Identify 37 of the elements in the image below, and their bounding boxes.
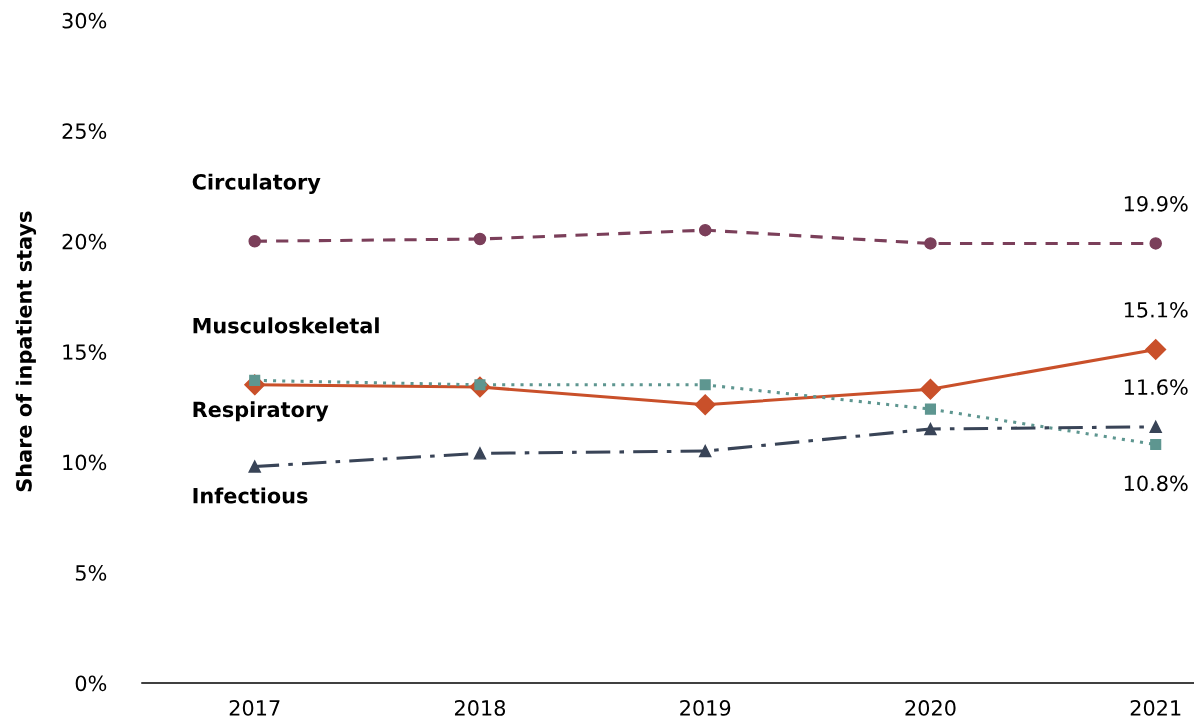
series-label: Infectious [193,487,308,504]
point [473,232,487,246]
text: Musculoskeletal [193,317,379,334]
y-tick-label: 0% [75,675,107,692]
data-label: 11.6% [1124,379,1188,395]
y-tick-label: 25% [62,123,107,140]
point [1149,420,1162,434]
data-label: 10.8% [1124,475,1188,492]
x-tick-label: 2018 [454,700,506,716]
x-tick-label: 2020 [905,700,956,716]
x-tick-label: 2019 [680,700,731,716]
point [919,378,941,400]
data-label: 15.1% [1124,301,1188,318]
point [694,394,716,416]
y-axis-title: Share of inpatient stays [15,211,37,492]
x-tick-label: 2017 [229,700,280,716]
point [1149,237,1162,250]
point [1150,438,1162,451]
point [473,447,487,460]
point [1145,338,1167,360]
data-label: 19.9% [1124,195,1188,212]
y-tick-label: 5% [75,565,107,581]
point [248,460,261,473]
y-tick-label: 10% [63,454,107,471]
point [248,234,261,248]
point [699,379,711,391]
y-tick-label: 20% [62,233,107,250]
point [698,223,712,237]
point [924,422,937,436]
y-tick-label: 30% [62,12,107,29]
point [924,403,937,415]
point [698,444,712,458]
point [924,237,937,250]
y-tick-label: 15% [63,344,107,360]
x-tick-label: 2021 [1130,700,1181,716]
series-label: Respiratory [193,401,329,422]
text: Circulatory [192,173,321,194]
